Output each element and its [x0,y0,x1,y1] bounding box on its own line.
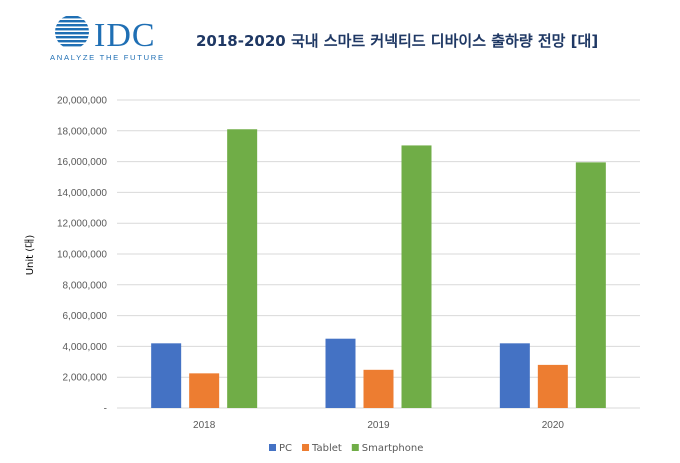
y-axis-label: Unit (대) [24,235,36,276]
bar-pc-2020 [499,343,530,408]
bar-tablet-2018 [189,373,220,408]
bar-smartphone-2018 [227,129,258,408]
x-tick-label: 2018 [193,420,216,431]
y-tick-label: - [104,404,107,415]
bar-pc-2018 [151,343,182,408]
y-tick-label: 6,000,000 [63,311,108,322]
legend-label-tablet: Tablet [311,443,342,454]
y-tick-label: 14,000,000 [57,188,107,199]
logo-name: IDC [94,17,156,54]
globe-icon [55,15,89,49]
bar-smartphone-2020 [575,162,606,408]
x-tick-label: 2019 [367,420,390,431]
legend-swatch-smartphone [351,444,359,451]
y-tick-label: 8,000,000 [63,280,108,291]
legend-label-pc: PC [279,443,292,454]
bar-tablet-2019 [363,369,394,408]
y-tick-label: 2,000,000 [63,373,108,384]
chart-title: 2018-2020 국내 스마트 커넥티드 디바이스 출하량 전망 [대] [196,32,599,50]
legend-swatch-tablet [302,444,310,451]
bar-tablet-2020 [537,364,568,408]
gridlines [117,99,640,409]
y-tick-label: 12,000,000 [57,219,107,230]
bar-smartphone-2019 [401,145,432,408]
y-tick-label: 4,000,000 [63,342,108,353]
y-tick-label: 18,000,000 [57,126,107,137]
idc-logo: IDC ANALYZE THE FUTURE [50,15,165,62]
y-tick-label: 10,000,000 [57,250,107,261]
x-tick-label: 2020 [542,420,565,431]
bar-pc-2019 [325,338,356,408]
bars [151,129,606,408]
logo-tagline: ANALYZE THE FUTURE [50,53,165,62]
y-axis-ticks: - 2,000,000 4,000,000 6,000,000 8,000,000 10,… [57,96,107,415]
legend-label-smartphone: Smartphone [362,443,424,454]
x-axis-ticks: 2018 2019 2020 [193,420,564,431]
y-tick-label: 20,000,000 [57,96,107,107]
y-tick-label: 16,000,000 [57,157,107,168]
legend-swatch-pc [269,444,276,451]
legend: PC Tablet Smartphone [269,443,423,454]
